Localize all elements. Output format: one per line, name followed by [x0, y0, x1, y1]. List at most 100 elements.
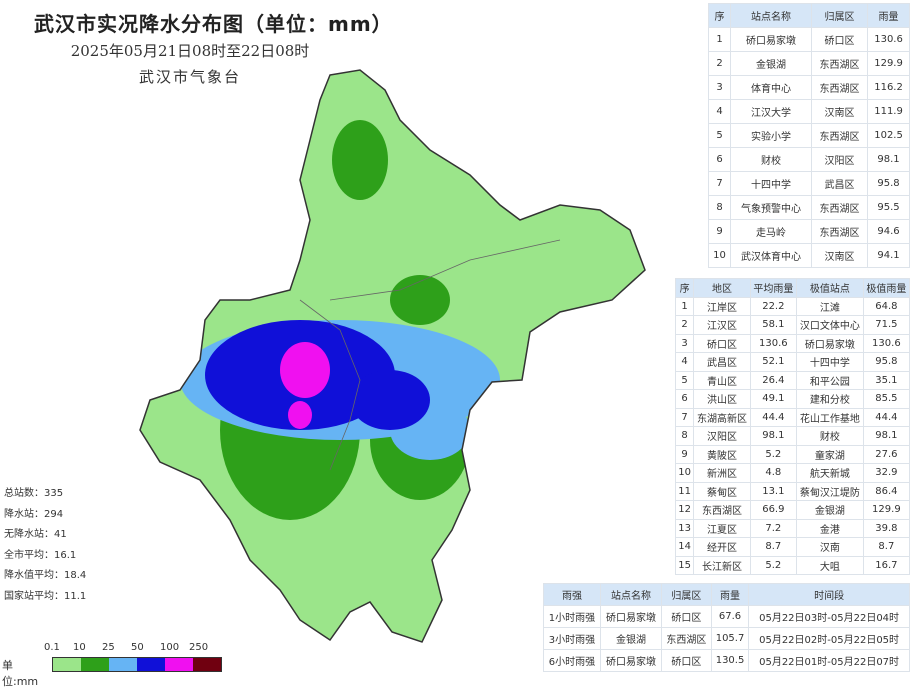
top-stations-cell: 武汉体育中心 [730, 243, 813, 268]
top-stations-cell: 95.5 [867, 195, 910, 220]
intensity-header: 站点名称 [599, 583, 662, 606]
district-cell: 58.1 [749, 315, 797, 335]
top-stations-cell: 东西湖区 [811, 51, 869, 76]
district-cell: 汉阳区 [693, 426, 751, 446]
stat-rain: 降水站：294 [4, 508, 64, 520]
legend-tick: 50 [131, 642, 144, 653]
top-stations-cell: 4 [707, 99, 732, 124]
time-range: 2025年05月21日08时至22日08时 [70, 42, 310, 60]
district-header: 地区 [693, 278, 751, 298]
table-row: 10 武汉体育中心 汉南区 94.1 [707, 243, 910, 268]
district-cell: 85.5 [862, 389, 911, 409]
table-row: 3 硚口区 130.6 硚口易家墩 130.6 [674, 333, 911, 353]
top-stations-cell: 5 [707, 123, 732, 148]
top-stations-header: 序 [707, 3, 732, 28]
district-cell: 130.6 [862, 333, 911, 353]
district-cell: 11 [674, 481, 695, 501]
top-stations-cell: 东西湖区 [811, 219, 869, 244]
table-row: 1 江岸区 22.2 江滩 64.8 [674, 296, 911, 316]
top-stations-cell: 硚口区 [811, 27, 869, 52]
district-cell: 35.1 [862, 370, 911, 390]
legend-swatch [53, 658, 81, 671]
rain-10-25-zone [390, 275, 450, 325]
legend-tick: 10 [73, 642, 86, 653]
intensity-cell: 硚口易家墩 [599, 605, 662, 628]
legend-swatch [165, 658, 193, 671]
table-row: 6小时雨强 硚口易家墩 硚口区 130.5 05月22日01时-05月22日07时 [543, 649, 910, 672]
district-cell: 49.1 [749, 389, 797, 409]
district-cell: 十四中学 [795, 352, 864, 372]
top-stations-cell: 7 [707, 171, 732, 196]
top-stations-header: 站点名称 [730, 3, 813, 28]
legend-tick: 250 [189, 642, 209, 653]
district-cell: 95.8 [862, 352, 911, 372]
table-row: 7 十四中学 武昌区 95.8 [707, 171, 910, 196]
intensity-cell: 6小时雨强 [543, 649, 601, 672]
intensity-cell: 1小时雨强 [543, 605, 601, 628]
district-cell: 1 [674, 296, 695, 316]
top-stations-cell: 东西湖区 [811, 123, 869, 148]
top-stations-cell: 3 [707, 75, 732, 100]
table-row: 6 洪山区 49.1 建和分校 85.5 [674, 389, 911, 409]
district-cell: 新洲区 [693, 463, 751, 483]
district-cell: 江汉区 [693, 315, 751, 335]
legend-swatch [81, 658, 109, 671]
table-row: 11 蔡甸区 13.1 蔡甸汉江堤防 86.4 [674, 481, 911, 501]
top-stations-cell: 气象预警中心 [730, 195, 813, 220]
stat-rain-avg: 降水值平均：18.4 [4, 570, 87, 581]
district-cell: 4 [674, 352, 695, 372]
table-row: 9 黄陂区 5.2 童家湖 27.6 [674, 444, 911, 464]
top-stations-cell: 汉阳区 [811, 147, 869, 172]
top-stations-cell: 116.2 [867, 75, 910, 100]
district-cell: 硚口易家墩 [795, 333, 864, 353]
top-stations-cell: 98.1 [867, 147, 910, 172]
district-table: 序地区 平均雨量 极值站点 极值雨量 1 江岸区 22.2 江滩 64.8 2 江汉区 58.1 汉口文… [674, 278, 911, 575]
intensity-header: 雨强 [543, 583, 601, 606]
district-cell: 大咀 [795, 555, 864, 575]
district-cell: 6 [674, 389, 695, 409]
district-cell: 130.6 [749, 333, 797, 353]
intensity-cell: 硚口易家墩 [599, 649, 662, 672]
top-stations-table: 序站点名称 归属区 雨量 1 硚口易家墩 硚口区 130.6 2 金银湖 东西湖区 129.9 3 体育… [707, 3, 910, 268]
intensity-cell: 130.5 [710, 649, 750, 672]
intensity-header: 雨量 [710, 583, 750, 606]
district-header: 平均雨量 [749, 278, 797, 298]
top-stations-cell: 财校 [730, 147, 813, 172]
issuer: 武汉市气象台 [138, 68, 241, 86]
district-cell: 汉口文体中心 [795, 315, 864, 335]
district-cell: 武昌区 [693, 352, 751, 372]
district-cell: 江岸区 [693, 296, 751, 316]
district-cell: 建和分校 [795, 389, 864, 409]
table-row: 4 武昌区 52.1 十四中学 95.8 [674, 352, 911, 372]
top-stations-cell: 走马岭 [730, 219, 813, 244]
district-cell: 22.2 [749, 296, 797, 316]
district-cell: 12 [674, 500, 695, 520]
intensity-header: 归属区 [660, 583, 712, 606]
top-stations-cell: 129.9 [867, 51, 910, 76]
legend-swatch [109, 658, 137, 671]
district-cell: 15 [674, 555, 695, 575]
stat-norain: 无降水站：41 [4, 529, 67, 540]
table-row: 9 走马岭 东西湖区 94.6 [707, 219, 910, 244]
intensity-cell: 05月22日03时-05月22日04时 [748, 605, 910, 628]
table-row: 7 东湖高新区 44.4 花山工作基地 44.4 [674, 407, 911, 427]
district-cell: 27.6 [862, 444, 911, 464]
district-cell: 26.4 [749, 370, 797, 390]
district-cell: 东西湖区 [693, 500, 751, 520]
district-cell: 金银湖 [795, 500, 864, 520]
table-row: 2 金银湖 东西湖区 129.9 [707, 51, 910, 76]
legend-tick: 25 [102, 642, 115, 653]
wuhan-boundary [139, 69, 646, 643]
district-cell: 71.5 [862, 315, 911, 335]
district-cell: 66.9 [749, 500, 797, 520]
top-stations-cell: 武昌区 [811, 171, 869, 196]
top-stations-cell: 94.6 [867, 219, 910, 244]
district-cell: 10 [674, 463, 695, 483]
rain-100-250-zone [288, 401, 312, 429]
top-stations-cell: 2 [707, 51, 732, 76]
table-row: 10 新洲区 4.8 航天新城 32.9 [674, 463, 911, 483]
stat-national-avg: 国家站平均：11.1 [4, 590, 87, 602]
district-cell: 5 [674, 370, 695, 390]
district-cell: 64.8 [862, 296, 911, 316]
